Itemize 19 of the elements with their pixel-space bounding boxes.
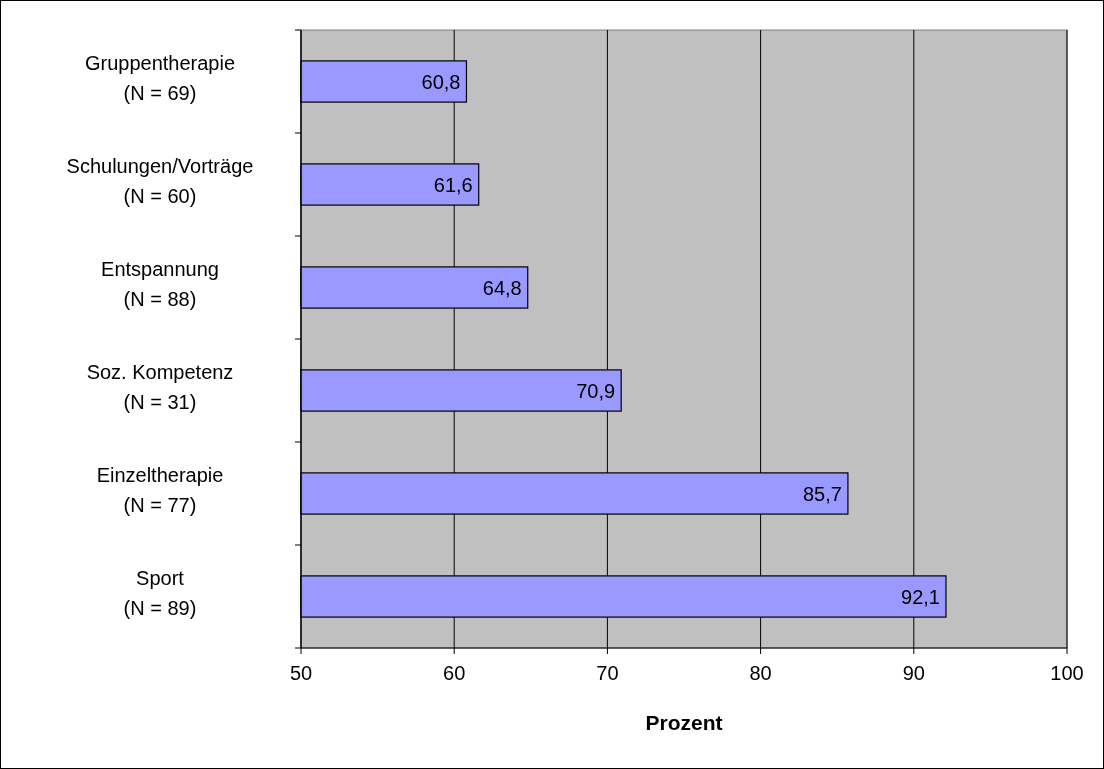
x-tick-label: 100 xyxy=(1050,662,1084,684)
x-tick-label: 60 xyxy=(443,662,466,684)
y-tick-label: Entspannung (N = 88) xyxy=(101,257,219,310)
x-axis-title: Prozent xyxy=(645,711,723,734)
y-tick-label: Soz. Kompetenz (N = 31) xyxy=(86,360,234,413)
y-tick-label: Sport (N = 89) xyxy=(123,566,197,619)
data-label: 61,6 xyxy=(433,173,473,196)
x-tick-label: 70 xyxy=(596,662,619,684)
x-tick-label: 90 xyxy=(902,662,925,684)
y-tick-label: Einzeltherapie (N = 77) xyxy=(96,463,224,516)
data-label: 64,8 xyxy=(482,276,522,299)
y-tick-label: Schulungen/Vorträge (N = 60) xyxy=(66,154,254,207)
data-label: 70,9 xyxy=(576,379,616,402)
y-tick-label: Gruppentherapie (N = 69) xyxy=(84,51,236,104)
x-tick-label: 50 xyxy=(289,662,313,684)
data-label: 60,8 xyxy=(421,70,461,93)
data-label: 92,1 xyxy=(901,585,940,608)
data-label: 85,7 xyxy=(802,482,842,505)
x-tick-label: 80 xyxy=(749,662,772,684)
